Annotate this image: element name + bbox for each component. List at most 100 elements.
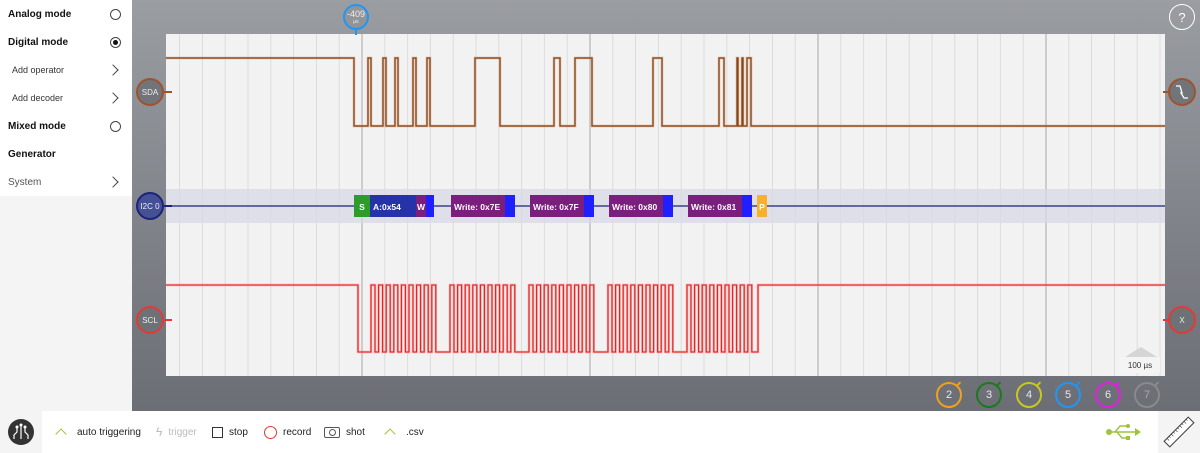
sidebar-item-label: Analog mode bbox=[8, 8, 72, 20]
channel-button-6[interactable]: 6 bbox=[1095, 381, 1121, 408]
camera-icon bbox=[324, 426, 340, 438]
waveform-plot[interactable]: S A:0x54 W Write: 0x7E Write: 0x7F Write: 0x8… bbox=[166, 34, 1165, 376]
channel-number: 3 bbox=[985, 389, 993, 401]
cursor-value: -409 bbox=[346, 8, 365, 19]
record-button[interactable]: record bbox=[264, 411, 311, 453]
sidebar-item-generator[interactable]: Generator bbox=[0, 140, 132, 168]
auto-triggering-label: auto triggering bbox=[77, 426, 141, 438]
timebase-arrow-icon bbox=[1125, 347, 1157, 357]
logo-area bbox=[0, 411, 42, 453]
i2c-packet[interactable]: A:0x54 bbox=[370, 195, 416, 217]
channel-number: 5 bbox=[1064, 389, 1072, 401]
i2c-packet[interactable]: Write: 0x7F bbox=[530, 195, 584, 217]
stop-label: stop bbox=[229, 426, 248, 438]
svg-text:Write: 0x7E: Write: 0x7E bbox=[454, 202, 500, 212]
channel-number: 2 bbox=[945, 389, 953, 401]
channel-badge-scl[interactable]: SCL bbox=[136, 306, 164, 334]
sidebar-item-label: System bbox=[8, 176, 42, 188]
lightning-icon: ϟ bbox=[156, 425, 163, 439]
bottom-toolbar: auto triggering ϟ trigger stop record sho… bbox=[0, 411, 1200, 453]
sidebar-empty-area bbox=[0, 196, 132, 411]
time-cursor-badge[interactable]: -409 µs bbox=[343, 4, 369, 30]
stop-button[interactable]: stop bbox=[212, 411, 248, 453]
badge-connector bbox=[164, 205, 172, 207]
trigger-edge-button[interactable] bbox=[1168, 78, 1196, 106]
sidebar-item-digital-mode[interactable]: Digital mode bbox=[0, 28, 132, 56]
app-logo-icon[interactable] bbox=[8, 419, 34, 445]
i2c-packets: S A:0x54 W Write: 0x7E Write: 0x7F Write: 0x8… bbox=[354, 195, 767, 217]
x-axis-label: X bbox=[1179, 315, 1185, 325]
sidebar-item-mixed-mode[interactable]: Mixed mode bbox=[0, 112, 132, 140]
sidebar-item-label: Mixed mode bbox=[8, 120, 66, 132]
x-axis-badge[interactable]: X bbox=[1168, 306, 1196, 334]
svg-text:S: S bbox=[359, 202, 365, 212]
i2c-packet[interactable] bbox=[742, 195, 752, 217]
channel-button-4[interactable]: 4 bbox=[1016, 381, 1042, 408]
radio-selected-icon[interactable] bbox=[109, 36, 121, 48]
sidebar-item-add-operator[interactable]: Add operator bbox=[0, 56, 132, 84]
stop-square-icon bbox=[212, 426, 223, 438]
timebase-value: 100 µs bbox=[1127, 360, 1153, 370]
shot-label: shot bbox=[346, 426, 365, 438]
ruler-button[interactable] bbox=[1158, 411, 1200, 453]
trigger-button[interactable]: ϟ trigger bbox=[156, 411, 197, 453]
sidebar-item-label: Digital mode bbox=[8, 36, 69, 48]
channel-label: I2C 0 bbox=[140, 201, 160, 211]
channel-button-3[interactable]: 3 bbox=[976, 381, 1002, 408]
record-label: record bbox=[283, 426, 312, 438]
i2c-packet[interactable]: S bbox=[354, 195, 370, 217]
badge-connector bbox=[1163, 91, 1171, 93]
sidebar-item-label: Add decoder bbox=[12, 93, 64, 103]
scl-waveform bbox=[166, 283, 1165, 354]
svg-text:W: W bbox=[417, 202, 426, 212]
channel-button-2[interactable]: 2 bbox=[936, 381, 962, 408]
svg-text:Write: 0x7F: Write: 0x7F bbox=[533, 202, 579, 212]
usb-connection-icon bbox=[1106, 424, 1141, 440]
radio-icon[interactable] bbox=[109, 8, 121, 20]
i2c-packet[interactable] bbox=[505, 195, 515, 217]
channel-number: 4 bbox=[1025, 389, 1033, 401]
chevron-right-icon bbox=[107, 92, 119, 104]
radio-icon[interactable] bbox=[109, 120, 121, 132]
help-button[interactable]: ? bbox=[1169, 4, 1195, 30]
sidebar-item-system[interactable]: System bbox=[0, 168, 132, 196]
sda-waveform bbox=[166, 56, 1165, 128]
sidebar-item-label: Add operator bbox=[12, 65, 65, 75]
i2c-packet[interactable]: P bbox=[757, 195, 767, 217]
csv-export-button[interactable]: .csv bbox=[384, 411, 424, 453]
i2c-packet[interactable]: Write: 0x7E bbox=[451, 195, 505, 217]
channel-number: 6 bbox=[1104, 389, 1112, 401]
svg-text:A:0x54: A:0x54 bbox=[373, 202, 401, 212]
caret-up-icon bbox=[55, 428, 67, 440]
i2c-packet[interactable]: Write: 0x81 bbox=[688, 195, 742, 217]
timebase-label[interactable]: 100 µs bbox=[1120, 357, 1160, 373]
waveform-canvas[interactable]: S A:0x54 W Write: 0x7E Write: 0x7F Write: 0x8… bbox=[166, 34, 1165, 376]
channel-button-7[interactable]: 7 bbox=[1134, 381, 1160, 408]
badge-connector bbox=[164, 319, 172, 321]
falling-edge-icon bbox=[1176, 85, 1188, 99]
channel-badge-i2c[interactable]: I2C 0 bbox=[136, 192, 164, 220]
channel-label: SDA bbox=[141, 87, 159, 97]
i2c-packet[interactable]: Write: 0x80 bbox=[609, 195, 663, 217]
i2c-packet[interactable] bbox=[426, 195, 434, 217]
sidebar-item-analog-mode[interactable]: Analog mode bbox=[0, 0, 132, 28]
chevron-right-icon bbox=[107, 176, 119, 188]
channel-label: SCL bbox=[142, 315, 158, 325]
i2c-packet[interactable]: W bbox=[416, 195, 426, 217]
trigger-label: trigger bbox=[168, 426, 197, 438]
csv-label: .csv bbox=[406, 426, 424, 438]
svg-text:P: P bbox=[759, 202, 765, 212]
channel-badge-sda[interactable]: SDA bbox=[136, 78, 164, 106]
sidebar-item-add-decoder[interactable]: Add decoder bbox=[0, 84, 132, 112]
cursor-unit: µs bbox=[353, 18, 359, 25]
channel-button-5[interactable]: 5 bbox=[1055, 381, 1081, 408]
svg-text:Write: 0x80: Write: 0x80 bbox=[612, 202, 657, 212]
shot-button[interactable]: shot bbox=[324, 411, 365, 453]
record-circle-icon bbox=[264, 425, 277, 439]
channel-number: 7 bbox=[1143, 389, 1151, 401]
i2c-packet[interactable] bbox=[663, 195, 673, 217]
ruler-icon bbox=[1163, 416, 1195, 448]
i2c-packet[interactable] bbox=[584, 195, 594, 217]
auto-triggering-button[interactable]: auto triggering bbox=[55, 411, 141, 453]
